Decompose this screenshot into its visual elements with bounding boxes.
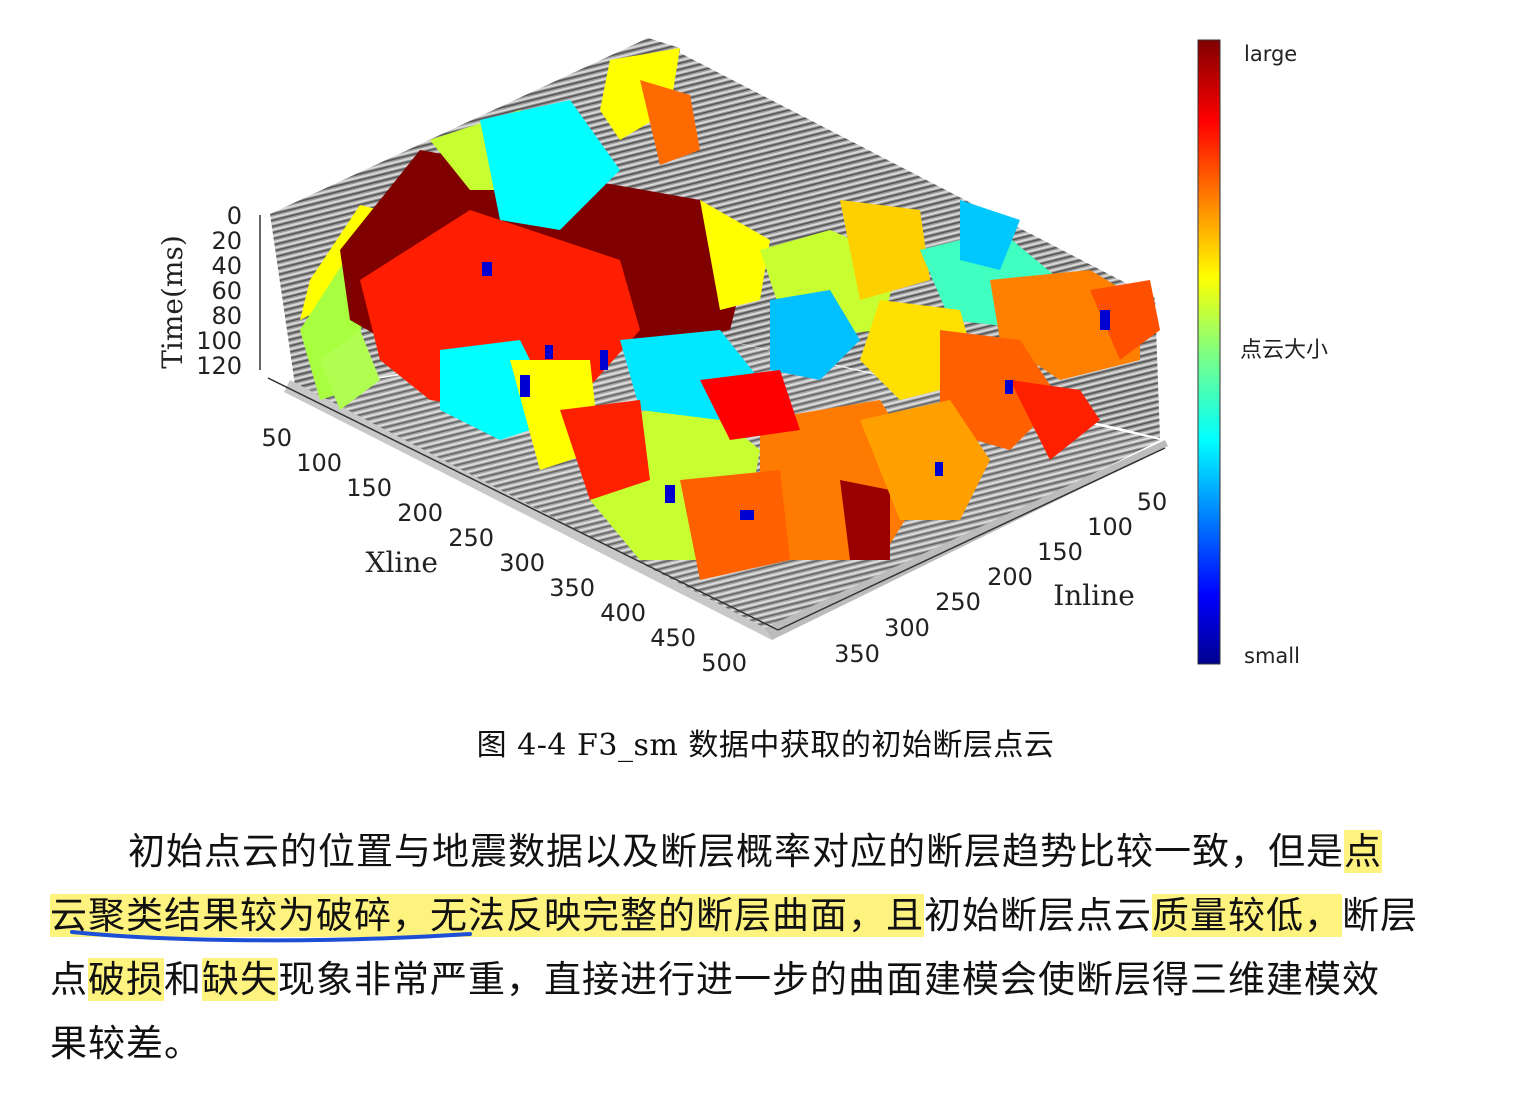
x-tick: 300 <box>499 549 545 577</box>
x-tick: 100 <box>296 449 342 477</box>
highlight-run: 质量较低， <box>1152 894 1342 937</box>
y-tick: 250 <box>935 588 981 616</box>
colorbar-gradient <box>1198 40 1220 664</box>
x-tick: 450 <box>650 624 696 652</box>
fault-point-cloud-figure: 0 20 40 60 80 100 120 Time(ms) 50 100 15… <box>0 0 1531 700</box>
z-tick: 40 <box>211 252 242 280</box>
colorbar-middle-label: 点云大小 <box>1240 338 1328 363</box>
figure-caption: 图 4-4 F3_sm 数据中获取的初始断层点云 <box>0 720 1531 764</box>
y-tick: 350 <box>834 640 880 668</box>
z-tick: 120 <box>196 352 242 380</box>
highlight-run: 云聚类结果较为破碎，无法反映完整的断层曲面，且 <box>50 894 924 937</box>
y-tick: 200 <box>987 563 1033 591</box>
x-tick: 500 <box>701 649 747 677</box>
paragraph-line: 点破损和缺失现象非常严重，直接进行进一步的曲面建模会使断层得三维建模效 <box>50 948 1470 1012</box>
x-tick: 350 <box>549 574 595 602</box>
highlight-run: 点 <box>1344 830 1382 873</box>
x-tick: 250 <box>448 524 494 552</box>
colorbar-top-label: large <box>1244 42 1297 66</box>
y-tick: 300 <box>884 614 930 642</box>
z-tick: 60 <box>211 277 242 305</box>
paragraph-line: 初始点云的位置与地震数据以及断层概率对应的断层趋势比较一致，但是点 <box>50 820 1470 884</box>
text-run: 和 <box>164 958 202 1001</box>
body-paragraph: 初始点云的位置与地震数据以及断层概率对应的断层趋势比较一致，但是点 云聚类结果较… <box>50 820 1470 1076</box>
y-tick: 100 <box>1087 513 1133 541</box>
text-run: 果较差。 <box>50 1022 202 1065</box>
text-run: 初始断层点云 <box>924 894 1152 937</box>
z-tick: 20 <box>211 227 242 255</box>
text-run: 初始点云的位置与地震数据以及断层概率对应的断层趋势比较一致，但是 <box>128 830 1344 873</box>
x-tick: 200 <box>397 499 443 527</box>
text-run: 点 <box>50 958 88 1001</box>
z-tick: 100 <box>196 327 242 355</box>
z-tick: 80 <box>211 302 242 330</box>
highlight-run: 破损 <box>88 958 164 1001</box>
x-axis-label: Xline <box>366 546 438 579</box>
colorbar: large 点云大小 small <box>1198 40 1328 668</box>
y-axis-label: Inline <box>1053 579 1135 612</box>
x-tick: 150 <box>346 474 392 502</box>
paragraph-line: 果较差。 <box>50 1012 1470 1076</box>
x-tick: 400 <box>600 599 646 627</box>
x-tick: 50 <box>261 424 292 452</box>
y-tick: 50 <box>1137 488 1168 516</box>
z-axis: 0 20 40 60 80 100 120 Time(ms) <box>156 202 242 380</box>
highlight-run: 缺失 <box>202 958 278 1001</box>
z-tick: 0 <box>227 202 242 230</box>
paragraph-line: 云聚类结果较为破碎，无法反映完整的断层曲面，且初始断层点云质量较低，断层 <box>50 884 1470 948</box>
y-tick: 150 <box>1037 538 1083 566</box>
z-axis-label: Time(ms) <box>156 235 189 369</box>
colorbar-bottom-label: small <box>1244 644 1300 668</box>
text-run: 现象非常严重，直接进行进一步的曲面建模会使断层得三维建模效 <box>278 958 1380 1001</box>
text-run: 断层 <box>1342 894 1418 937</box>
